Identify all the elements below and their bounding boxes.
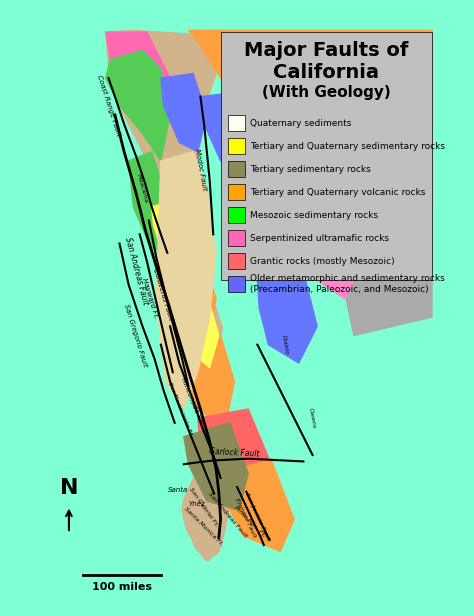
Polygon shape [285, 115, 395, 253]
Text: Elsinore Fault: Elsinore Fault [234, 497, 257, 538]
Polygon shape [165, 253, 216, 345]
Text: Pinto Mtn. Ft.: Pinto Mtn. Ft. [234, 506, 266, 538]
Text: Quaternary sediments: Quaternary sediments [250, 119, 351, 128]
Text: Modoc Fault: Modoc Fault [194, 148, 207, 192]
Polygon shape [184, 423, 248, 510]
Polygon shape [106, 51, 170, 161]
Text: Santa: Santa [168, 487, 189, 493]
Bar [228, 276, 245, 292]
Polygon shape [161, 73, 207, 152]
Text: Serpentinized ultramafic rocks: Serpentinized ultramafic rocks [250, 233, 389, 243]
Text: Older metamorphic and sedimentary rocks
(Precambrian, Paleozoic, and Mesozoic): Older metamorphic and sedimentary rocks … [250, 274, 445, 294]
Text: Coast Range Fault: Coast Range Fault [96, 75, 121, 137]
Polygon shape [156, 152, 216, 409]
Polygon shape [230, 87, 331, 188]
Polygon shape [220, 460, 294, 551]
Text: Maacama: Maacama [136, 173, 149, 204]
Text: (With Geology): (With Geology) [262, 86, 391, 100]
Text: Tertiary sedimentary rocks: Tertiary sedimentary rocks [250, 164, 371, 174]
Text: San Andreas Fault: San Andreas Fault [123, 237, 149, 306]
Bar [228, 230, 245, 246]
Text: Diablo: Diablo [281, 334, 289, 355]
Text: Owens: Owens [308, 407, 317, 429]
Bar [228, 253, 245, 269]
Bar [228, 138, 245, 155]
Bar [228, 161, 245, 177]
Bar [228, 115, 245, 131]
Text: Sur-Nacimiento Ft.: Sur-Nacimiento Ft. [167, 381, 193, 437]
Text: San Gabriel Ft.: San Gabriel Ft. [189, 487, 219, 528]
Text: San Jacinto Fault: San Jacinto Fault [244, 492, 271, 541]
Text: N: N [60, 478, 78, 498]
Polygon shape [322, 41, 432, 336]
Polygon shape [303, 202, 363, 299]
Text: California: California [273, 63, 379, 83]
Polygon shape [202, 92, 257, 179]
Text: San Andreas Fault: San Andreas Fault [208, 491, 248, 538]
Polygon shape [152, 198, 198, 280]
Text: Grantic rocks (mostly Mesozoic): Grantic rocks (mostly Mesozoic) [250, 256, 395, 265]
Text: Mesozoic sedimentary rocks: Mesozoic sedimentary rocks [250, 211, 378, 219]
Polygon shape [174, 294, 219, 368]
Polygon shape [198, 409, 271, 510]
Polygon shape [106, 32, 170, 115]
Text: Hayward Ft.: Hayward Ft. [141, 278, 159, 320]
Text: Rinconada Fault: Rinconada Fault [180, 377, 207, 432]
Bar [228, 184, 245, 200]
Text: Ynez: Ynez [189, 501, 205, 506]
Polygon shape [106, 30, 232, 561]
Bar [228, 207, 245, 224]
Bar [220, 32, 432, 280]
Text: San Gregorio Fault: San Gregorio Fault [123, 303, 147, 368]
Polygon shape [189, 30, 432, 207]
Polygon shape [184, 336, 235, 428]
Text: Garlock Fault: Garlock Fault [209, 447, 260, 459]
Text: Santa Monica Ft.: Santa Monica Ft. [184, 506, 225, 547]
Text: 100 miles: 100 miles [92, 582, 152, 592]
Text: Major Faults of: Major Faults of [244, 41, 409, 60]
Polygon shape [129, 152, 170, 262]
Polygon shape [257, 271, 317, 363]
Text: Tertiary and Quaternary sedimentary rocks: Tertiary and Quaternary sedimentary rock… [250, 142, 445, 151]
Text: Tertiary and Quaternary volcanic rocks: Tertiary and Quaternary volcanic rocks [250, 188, 425, 197]
Text: Calaveras Fault: Calaveras Fault [152, 267, 173, 321]
